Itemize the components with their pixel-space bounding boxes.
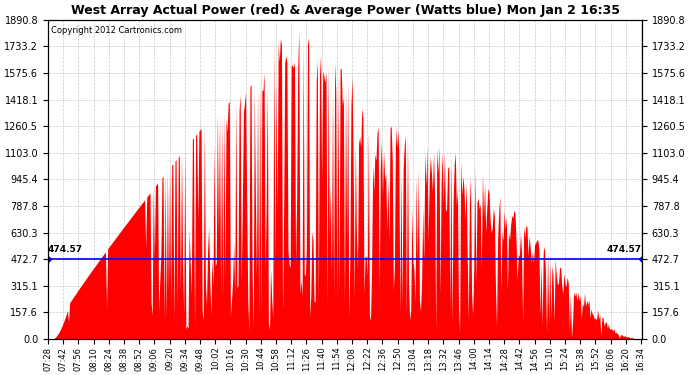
Text: Copyright 2012 Cartronics.com: Copyright 2012 Cartronics.com (51, 26, 182, 35)
Text: 474.57: 474.57 (607, 245, 642, 254)
Text: 474.57: 474.57 (48, 245, 83, 254)
Title: West Array Actual Power (red) & Average Power (Watts blue) Mon Jan 2 16:35: West Array Actual Power (red) & Average … (70, 4, 620, 17)
